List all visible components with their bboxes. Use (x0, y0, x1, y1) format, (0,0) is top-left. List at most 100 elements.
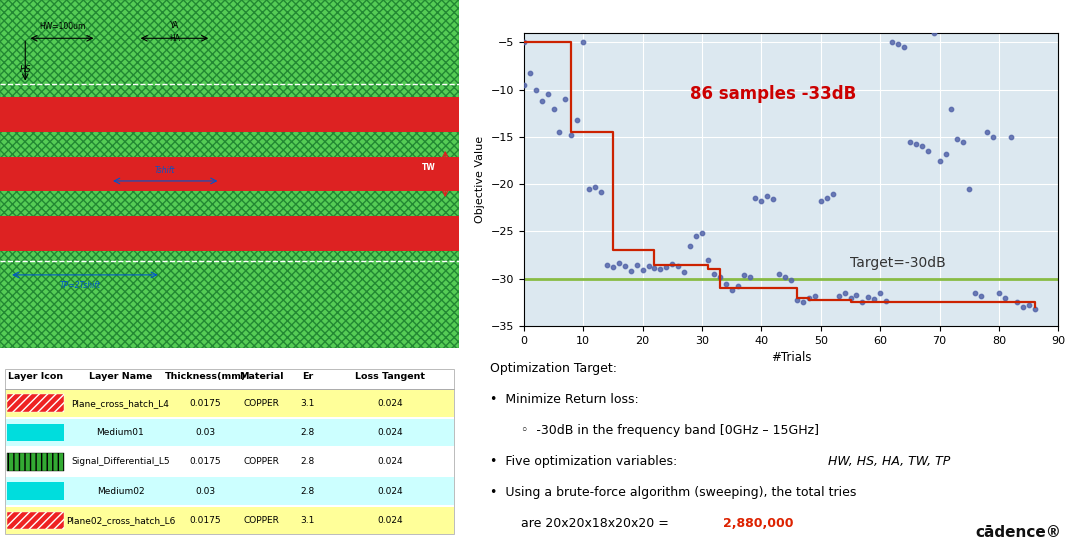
Y-axis label: Objective Value: Objective Value (475, 136, 485, 223)
Point (978, 128, 996, 136)
Bar (6, 424, 65, 441)
Text: Layer Icon: Layer Icon (8, 372, 63, 381)
Text: Layer Name: Layer Name (89, 372, 152, 381)
Text: TW: TW (422, 163, 436, 172)
Point (705, 270, 723, 278)
Point (795, 298, 812, 307)
Point (663, 259, 680, 268)
Text: 2.8: 2.8 (300, 487, 314, 495)
Point (717, 279, 734, 288)
Point (575, 38, 592, 47)
Point (914, 142, 931, 151)
Text: ◦  -30dB in the frequency band [0GHz – 15GHz]: ◦ -30dB in the frequency band [0GHz – 15… (522, 424, 819, 437)
Point (610, 258, 627, 267)
Point (681, 241, 699, 250)
Text: COPPER: COPPER (244, 516, 280, 525)
Point (937, 150, 955, 158)
Text: 3.1: 3.1 (300, 516, 314, 525)
Text: Er: Er (302, 372, 313, 381)
Point (592, 187, 609, 196)
Point (872, 289, 889, 298)
Text: 0.0175: 0.0175 (190, 398, 221, 408)
Text: Loss Tangent: Loss Tangent (355, 372, 426, 381)
Point (693, 229, 711, 238)
Point (955, 137, 972, 146)
Bar (0, 157, 459, 191)
Text: 2,880,000: 2,880,000 (723, 517, 794, 530)
Point (807, 292, 824, 300)
Text: •  Minimize Return loss:: • Minimize Return loss: (490, 393, 638, 406)
Text: 0.03: 0.03 (195, 428, 216, 437)
Point (634, 266, 651, 275)
Point (712, 272, 729, 281)
Point (854, 298, 872, 307)
Bar (4, 369, 455, 534)
Text: Plane02_cross_hatch_L6: Plane02_cross_hatch_L6 (66, 516, 175, 525)
Text: Tshift: Tshift (156, 166, 175, 175)
Point (926, 28, 943, 37)
Point (1014, 302, 1031, 311)
Bar (0, 216, 459, 250)
Text: Material: Material (240, 372, 284, 381)
Text: 0.0175: 0.0175 (190, 457, 221, 466)
Point (747, 194, 765, 203)
Point (1026, 305, 1043, 313)
Point (943, 104, 960, 113)
Text: 2.8: 2.8 (300, 428, 314, 437)
Point (973, 292, 990, 300)
Point (581, 185, 598, 193)
Text: HW, HS, HA, TW, TP: HW, HS, HA, TW, TP (828, 455, 950, 468)
Point (586, 182, 604, 191)
Point (622, 267, 639, 276)
Point (967, 289, 984, 298)
Point (866, 294, 883, 303)
Point (800, 293, 818, 302)
Point (985, 133, 1002, 141)
Point (1002, 133, 1020, 141)
Point (1009, 298, 1026, 307)
Text: 0.024: 0.024 (377, 428, 403, 437)
Point (670, 262, 687, 271)
Point (758, 192, 775, 201)
Point (568, 116, 585, 124)
Bar (4, 390, 455, 417)
Point (890, 40, 907, 49)
Bar (4, 419, 455, 446)
Bar (4, 477, 455, 505)
Text: Medium01: Medium01 (96, 428, 145, 437)
Bar (6, 453, 65, 471)
Point (836, 289, 853, 298)
Bar (4, 507, 455, 534)
Point (848, 290, 865, 299)
Point (753, 197, 770, 206)
Point (724, 286, 741, 294)
Point (616, 262, 633, 271)
Point (652, 265, 670, 273)
Point (605, 263, 622, 272)
Point (629, 260, 646, 269)
Point (771, 270, 788, 278)
Text: 2.8: 2.8 (300, 457, 314, 466)
Text: 0.024: 0.024 (377, 487, 403, 495)
Text: Plane_cross_hatch_L4: Plane_cross_hatch_L4 (71, 398, 170, 408)
Point (515, 81, 532, 89)
Point (557, 95, 575, 104)
Point (902, 137, 919, 146)
Point (931, 156, 948, 165)
Point (997, 293, 1014, 302)
Point (522, 68, 539, 77)
Point (1021, 301, 1038, 310)
Text: COPPER: COPPER (244, 457, 280, 466)
Text: TP=2Tshift: TP=2Tshift (59, 281, 100, 290)
Point (907, 140, 924, 149)
Point (545, 104, 563, 113)
Point (883, 38, 901, 47)
Text: 0.024: 0.024 (377, 457, 403, 466)
Text: 0.024: 0.024 (377, 398, 403, 408)
Text: HS: HS (19, 65, 31, 74)
Point (949, 134, 967, 143)
Point (551, 128, 568, 136)
Point (639, 261, 657, 270)
Text: YA: YA (170, 21, 179, 30)
Point (658, 263, 675, 272)
